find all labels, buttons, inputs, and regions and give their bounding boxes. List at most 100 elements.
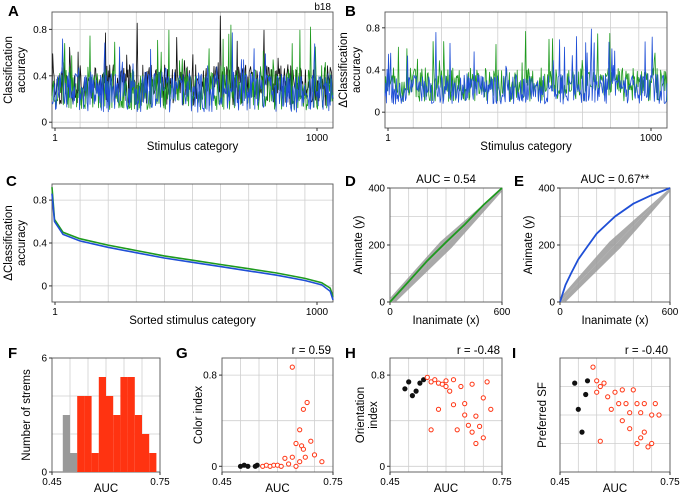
point-red (428, 427, 434, 433)
x-axis-label: AUC (265, 483, 289, 495)
point-red (308, 438, 314, 444)
bar-red (84, 396, 92, 472)
chart-title: r = 0.59 (292, 345, 331, 357)
x-tick-label: 0.75 (150, 477, 170, 488)
x-axis-label: Stimulus category (147, 141, 239, 153)
x-tick-label: 1 (52, 133, 58, 144)
point-black (245, 463, 251, 469)
point-red (652, 401, 658, 407)
x-tick-label: 0.75 (660, 477, 680, 488)
point-red (656, 412, 662, 418)
series-green-line (389, 187, 503, 303)
point-red (477, 423, 483, 429)
point-red (623, 401, 629, 407)
point-red (601, 380, 607, 386)
point-red (641, 429, 647, 435)
y-axis-label-line: ΔClassification (3, 205, 15, 280)
point-red (619, 418, 625, 424)
panel-letter-b: B (345, 3, 356, 20)
y-axis-label: Animate (y) (523, 215, 535, 274)
panel-b-chart: 1 1000 0 0.4 0.8 Stimulus category ΔClassifica… (338, 11, 668, 153)
chart-title: AUC = 0.67** (581, 174, 650, 186)
bar-gray (62, 415, 70, 472)
bar-red (98, 377, 106, 472)
x-tick-label: 1000 (640, 133, 663, 144)
x-tick-label: 1 (52, 307, 58, 318)
point-red (469, 381, 475, 387)
point-red (450, 377, 457, 383)
point-red (432, 377, 438, 383)
x-axis-label: Sorted stimulus category (129, 315, 256, 327)
x-tick-label: 0 (557, 307, 563, 318)
y-axis-label-line: Orientation (355, 387, 367, 443)
point-red (293, 463, 299, 469)
point-red (649, 412, 655, 418)
panel-tag: b18 (314, 2, 331, 13)
point-black (579, 429, 585, 435)
panel-letter-d: D (345, 173, 356, 190)
point-red (428, 379, 434, 385)
y-axis-label: ΔClassificationaccuracy (338, 32, 363, 107)
x-axis-label: AUC (434, 483, 458, 495)
x-axis-label: Inanimate (x) (581, 315, 648, 327)
y-tick-label: 0 (41, 468, 47, 479)
y-tick-label: 400 (368, 184, 385, 195)
point-black (583, 391, 589, 398)
point-black (584, 378, 591, 384)
bar-red (113, 415, 121, 472)
series-green-line (384, 31, 668, 102)
point-red (289, 454, 295, 460)
y-tick-label: 0 (374, 108, 380, 119)
point-red (608, 406, 614, 412)
y-axis-label: Classificationaccuracy (3, 36, 28, 104)
x-tick-label: 0.45 (42, 477, 62, 488)
x-tick-label: 0.75 (323, 477, 343, 488)
point-red (480, 435, 486, 441)
y-tick-label: 0 (379, 462, 385, 473)
point-red (638, 435, 644, 441)
point-black (421, 377, 427, 383)
x-tick-label: 1000 (306, 133, 329, 144)
point-black (413, 388, 419, 394)
panel-d-chart: 0 600 0 200 400 Inanimate (x) Animate (y) AUC =… (353, 174, 511, 327)
point-red (605, 394, 611, 400)
point-red (590, 364, 596, 370)
shuffle-band-upper (390, 188, 502, 302)
y-tick-label: 0 (41, 118, 47, 129)
y-axis-label: Animate (y) (353, 215, 365, 274)
x-tick-label: 1000 (306, 307, 329, 318)
y-axis-label-line: ΔClassification (338, 32, 350, 107)
panel-g-chart: 0.45 0.75 0 0.8 AUC Color index r = 0.59 (193, 345, 343, 495)
plot-frame (559, 357, 671, 473)
point-red (447, 388, 453, 394)
shuffle-band-upper (560, 188, 670, 302)
panel-letter-i: I (512, 345, 516, 362)
point-red (450, 402, 457, 408)
bar-red (120, 377, 128, 472)
y-tick-label: 0 (211, 462, 217, 473)
point-red (300, 406, 306, 412)
point-red (293, 440, 299, 447)
bar-red (149, 453, 157, 472)
point-black (402, 386, 408, 392)
point-red (439, 381, 445, 387)
y-axis-label-line: index (368, 401, 380, 429)
point-black (575, 406, 581, 412)
x-tick-label: 0.45 (380, 477, 400, 488)
y-axis-label: Color index (193, 386, 205, 444)
series-blue-line (51, 32, 334, 113)
point-red (465, 422, 471, 428)
x-tick-label: 0.45 (212, 477, 232, 488)
point-red (594, 389, 600, 395)
x-tick-label: 600 (494, 307, 511, 318)
y-tick-label: 0.4 (33, 239, 47, 250)
x-tick-label: 1 (385, 133, 391, 144)
panel-letter-g: G (176, 345, 188, 362)
point-red (473, 440, 479, 447)
bar-red (106, 396, 114, 472)
plot-frame (221, 357, 334, 473)
series-blue-line (559, 187, 671, 303)
point-red (473, 413, 479, 419)
bar-red (142, 434, 150, 472)
point-black (417, 380, 423, 386)
